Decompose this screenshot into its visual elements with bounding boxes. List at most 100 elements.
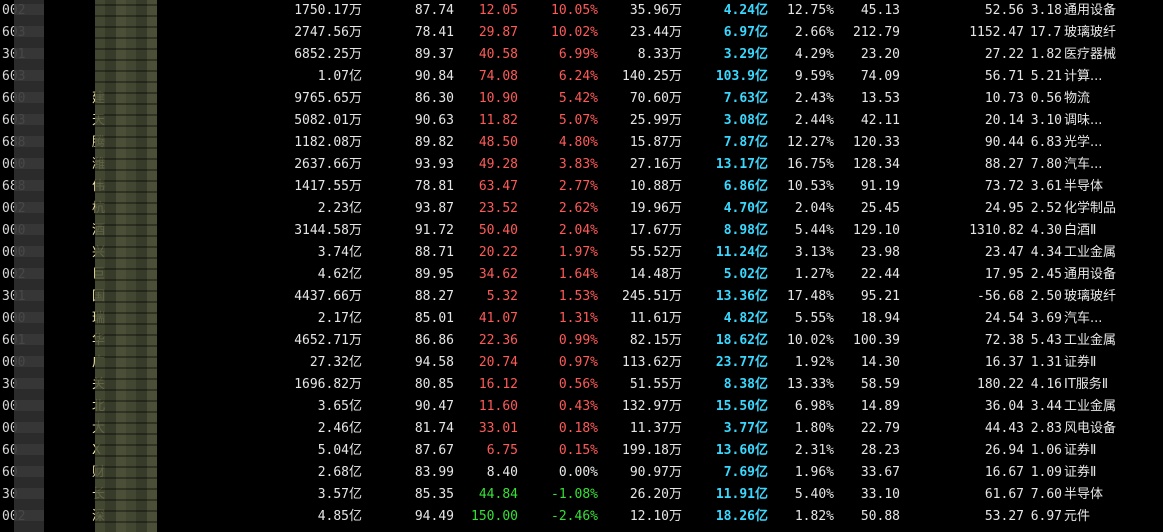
table-row[interactable]: 601华4652.71万86.8622.360.99%82.15万18.62亿1… xyxy=(0,330,1163,352)
pb-ratio: 4.16 xyxy=(1030,377,1062,392)
market-cap: 13.60亿 xyxy=(715,443,768,458)
volume: 245.51万 xyxy=(622,289,682,304)
table-row[interactable]: 000酒3144.58万91.7250.402.04%17.67万8.98亿5.… xyxy=(0,220,1163,242)
pe-ratio: 23.20 xyxy=(860,47,900,62)
market-cap: 23.77亿 xyxy=(715,355,768,370)
table-row[interactable]: 002杭2.23亿93.8723.522.62%19.96万4.70亿2.04%… xyxy=(0,198,1163,220)
table-row[interactable]: 00北3.65亿90.4711.600.43%132.97万15.50亿6.98… xyxy=(0,396,1163,418)
industry: 元件 xyxy=(1064,509,1091,524)
change-percent: 5.07% xyxy=(558,113,598,128)
volume: 14.48万 xyxy=(629,267,682,282)
pe-ratio: 22.44 xyxy=(860,267,900,282)
pe-ratio: 18.94 xyxy=(860,311,900,326)
pe-ttm: 16.37 xyxy=(984,355,1024,370)
volume: 82.15万 xyxy=(629,333,682,348)
stock-code: 30 xyxy=(2,377,18,392)
table-row[interactable]: 600建9765.65万86.3010.905.42%70.60万7.63亿2.… xyxy=(0,88,1163,110)
industry: 工业金属 xyxy=(1064,333,1117,348)
pe-ratio: 212.79 xyxy=(853,25,900,40)
pe-ttm: 44.43 xyxy=(984,421,1024,436)
pe-ratio: 74.09 xyxy=(860,69,900,84)
table-row[interactable]: 603天5082.01万90.6311.825.07%25.99万3.08亿2.… xyxy=(0,110,1163,132)
change-percent: 1.97% xyxy=(558,245,598,260)
table-row[interactable]: 000兴3.74亿88.7120.221.97%55.52万11.24亿3.13… xyxy=(0,242,1163,264)
turnover-rate: 17.48% xyxy=(787,289,834,304)
ratio-value: 80.85 xyxy=(414,377,454,392)
market-cap: 8.38亿 xyxy=(723,377,768,392)
ratio-value: 85.35 xyxy=(414,487,454,502)
price: 150.00 xyxy=(471,509,518,524)
table-row[interactable]: 688腾1182.08万89.8248.504.80%15.87万7.87亿12… xyxy=(0,132,1163,154)
industry: 白酒Ⅱ xyxy=(1064,223,1097,238)
table-row[interactable]: 000潍2637.66万93.9349.283.83%27.16万13.17亿1… xyxy=(0,154,1163,176)
change-percent: 10.02% xyxy=(551,25,598,40)
change-percent: 0.00% xyxy=(558,465,598,480)
pe-ratio: 13.53 xyxy=(860,91,900,106)
turnover-rate: 1.92% xyxy=(794,355,834,370)
turnover-rate: 2.43% xyxy=(794,91,834,106)
table-row[interactable]: 6031.07亿90.8474.086.24%140.25万103.9亿9.59… xyxy=(0,66,1163,88)
volume: 51.55万 xyxy=(629,377,682,392)
table-row[interactable]: 3016852.25万89.3740.586.99%8.33万3.29亿4.29… xyxy=(0,44,1163,66)
turnover-rate: 3.13% xyxy=(794,245,834,260)
table-row[interactable]: 002巨4.62亿89.9534.621.64%14.48万5.02亿1.27%… xyxy=(0,264,1163,286)
volume: 11.61万 xyxy=(629,311,682,326)
turnover-rate: 2.31% xyxy=(794,443,834,458)
market-cap: 4.70亿 xyxy=(723,201,768,216)
ratio-value: 78.81 xyxy=(414,179,454,194)
table-row[interactable]: 000广27.32亿94.5820.740.97%113.62万23.77亿1.… xyxy=(0,352,1163,374)
turnover-rate: 9.59% xyxy=(794,69,834,84)
turnover-amount: 4.62亿 xyxy=(317,267,362,282)
table-row[interactable]: 000瑞2.17亿85.0141.071.31%11.61万4.82亿5.55%… xyxy=(0,308,1163,330)
table-row[interactable]: 301国4437.66万88.275.321.53%245.51万13.36亿1… xyxy=(0,286,1163,308)
market-cap: 6.97亿 xyxy=(723,25,768,40)
table-row[interactable]: 60财2.68亿83.998.400.00%90.97万7.69亿1.96%33… xyxy=(0,462,1163,484)
market-cap: 7.63亿 xyxy=(723,91,768,106)
change-percent: 1.64% xyxy=(558,267,598,282)
table-row[interactable]: 30长3.57亿85.3544.84-1.08%26.20万11.91亿5.40… xyxy=(0,484,1163,506)
ratio-value: 89.95 xyxy=(414,267,454,282)
industry: 通用设备 xyxy=(1064,3,1117,18)
pe-ttm: 61.67 xyxy=(984,487,1024,502)
pe-ttm: 72.38 xyxy=(984,333,1024,348)
market-cap: 11.24亿 xyxy=(715,245,768,260)
pb-ratio: 1.06 xyxy=(1030,443,1062,458)
pb-ratio: 4.30 xyxy=(1030,223,1062,238)
turnover-amount: 5.04亿 xyxy=(317,443,362,458)
pe-ratio: 120.33 xyxy=(853,135,900,150)
pb-ratio: 5.43 xyxy=(1030,333,1062,348)
table-row[interactable]: 00大2.46亿81.7433.010.18%11.37万3.77亿1.80%2… xyxy=(0,418,1163,440)
pe-ttm: 23.47 xyxy=(984,245,1024,260)
price: 29.87 xyxy=(478,25,518,40)
table-row[interactable]: 30关1696.82万80.8516.120.56%51.55万8.38亿13.… xyxy=(0,374,1163,396)
change-percent: -1.08% xyxy=(551,487,598,502)
turnover-rate: 10.02% xyxy=(787,333,834,348)
table-row[interactable]: 002深4.85亿94.49150.00-2.46%12.10万18.26亿1.… xyxy=(0,506,1163,528)
table-row[interactable]: 688伟1417.55万78.8163.472.77%10.88万6.86亿10… xyxy=(0,176,1163,198)
market-cap: 7.69亿 xyxy=(723,465,768,480)
stock-code: 60 xyxy=(2,443,18,458)
industry: 物流 xyxy=(1064,91,1091,106)
price: 11.60 xyxy=(478,399,518,414)
ratio-value: 86.86 xyxy=(414,333,454,348)
price: 8.40 xyxy=(486,465,518,480)
price: 33.01 xyxy=(478,421,518,436)
pb-ratio: 7.60 xyxy=(1030,487,1062,502)
ratio-value: 85.01 xyxy=(414,311,454,326)
volume: 19.96万 xyxy=(629,201,682,216)
table-row[interactable]: 6032747.56万78.4129.8710.02%23.44万6.97亿2.… xyxy=(0,22,1163,44)
change-percent: 0.56% xyxy=(558,377,598,392)
pb-ratio: 1.82 xyxy=(1030,47,1062,62)
turnover-rate: 5.55% xyxy=(794,311,834,326)
pb-ratio: 2.52 xyxy=(1030,201,1062,216)
pe-ttm: 180.22 xyxy=(977,377,1024,392)
table-row[interactable]: 0021750.17万87.7412.0510.05%35.96万4.24亿12… xyxy=(0,0,1163,22)
table-row[interactable]: 60X5.04亿87.676.750.15%199.18万13.60亿2.31%… xyxy=(0,440,1163,462)
volume: 26.20万 xyxy=(629,487,682,502)
pe-ratio: 58.59 xyxy=(860,377,900,392)
turnover-amount: 2.68亿 xyxy=(317,465,362,480)
ratio-value: 83.99 xyxy=(414,465,454,480)
industry: 证券Ⅱ xyxy=(1064,443,1097,458)
ratio-value: 88.27 xyxy=(414,289,454,304)
